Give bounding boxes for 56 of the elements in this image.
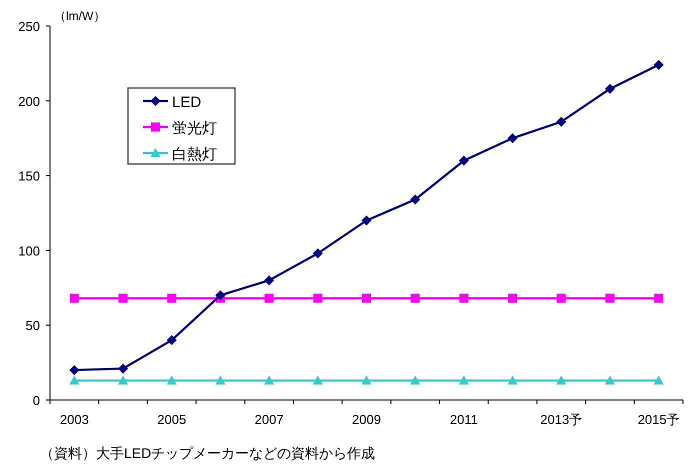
legend-label: LED	[172, 94, 202, 111]
legend-label: 白熱灯	[172, 146, 217, 163]
point	[654, 60, 664, 70]
point	[70, 294, 79, 303]
point	[312, 376, 323, 385]
point	[362, 294, 371, 303]
point	[556, 116, 566, 127]
point	[69, 376, 80, 385]
point	[458, 156, 469, 166]
x-tick-label: 2011	[450, 412, 478, 427]
point	[410, 194, 420, 205]
point	[118, 376, 128, 385]
point	[604, 84, 615, 94]
point	[605, 294, 614, 303]
point	[508, 294, 518, 303]
y-tick-label: 0	[32, 393, 40, 408]
x-tick-label: 2007	[254, 412, 284, 427]
point	[556, 294, 566, 303]
legend-label: 蛍光灯	[172, 120, 217, 137]
point	[215, 290, 226, 300]
point	[264, 294, 274, 303]
point	[166, 335, 177, 346]
point	[215, 376, 226, 385]
point	[459, 294, 468, 303]
x-tick-label: 2013予	[540, 412, 582, 427]
point	[69, 365, 80, 376]
point	[166, 376, 177, 385]
point	[313, 294, 322, 303]
point	[654, 294, 664, 303]
x-tick-label: 2003	[60, 412, 89, 427]
point	[362, 215, 372, 226]
point	[264, 376, 274, 385]
y-tick-label: 150	[18, 168, 40, 184]
y-tick-label: 50	[26, 318, 40, 334]
point	[458, 376, 469, 385]
text: （資料）大手LEDチップメーカーなどの資料から作成	[40, 445, 376, 461]
x-tick-label: 2015予	[638, 412, 680, 427]
point	[508, 133, 518, 144]
y-tick-label: 100	[18, 243, 40, 258]
point	[264, 275, 274, 286]
point	[312, 248, 323, 258]
point	[410, 294, 420, 303]
point	[508, 376, 518, 385]
point	[556, 376, 566, 385]
x-tick-label: 2005	[157, 412, 186, 427]
point	[362, 376, 372, 385]
x-tick-label: 2009	[352, 412, 381, 427]
point	[118, 294, 128, 303]
y-axis-title: （lm/W）	[54, 9, 106, 23]
point	[654, 376, 664, 385]
point	[410, 376, 420, 385]
y-tick-label: 200	[18, 94, 40, 109]
point	[118, 364, 128, 374]
point	[604, 376, 615, 385]
y-tick-label: 250	[18, 19, 40, 34]
point	[167, 294, 176, 303]
